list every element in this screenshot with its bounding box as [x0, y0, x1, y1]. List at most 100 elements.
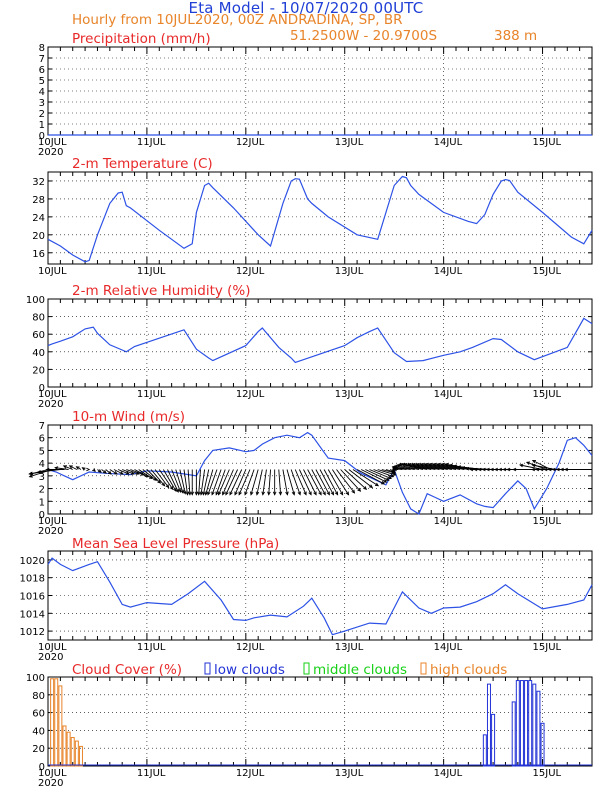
wind-arrow-shaft	[55, 467, 69, 470]
wind-arrow-head	[403, 462, 408, 467]
cloud-bar	[62, 725, 67, 767]
wind-arrow-shaft	[142, 469, 157, 481]
x-tick-label: 10JUL	[38, 266, 67, 277]
wind-arrow-head	[477, 467, 482, 472]
wind-arrow	[519, 463, 543, 470]
y-tick-label: 28	[32, 195, 45, 206]
x-tick-label: 2020	[38, 778, 63, 789]
wind-arrow	[171, 469, 182, 493]
wind-arrow-shaft	[238, 469, 251, 495]
wind-arrow-head	[456, 465, 462, 469]
y-tick-label: 32	[32, 177, 45, 188]
wind-arrow	[389, 468, 396, 472]
wind-arrow	[427, 462, 457, 470]
wind-arrow-head	[36, 470, 42, 474]
x-tick-label: 11JUL	[137, 389, 166, 400]
wind-arrow-head	[202, 491, 206, 496]
wind-arrow-head	[45, 467, 50, 472]
wind-arrow	[101, 469, 107, 474]
wind-arrow-head	[489, 467, 494, 472]
wind-arrow	[150, 469, 166, 487]
wind-arrow-head	[182, 490, 187, 495]
wind-arrow-head	[407, 462, 412, 467]
x-tick-label: 13JUL	[335, 389, 364, 400]
wind-arrow-shaft	[63, 465, 73, 470]
wind-arrow-head	[255, 491, 260, 496]
wind-arrow-head	[207, 491, 211, 496]
cloud-bar	[482, 734, 487, 767]
wind-arrow-head	[217, 491, 222, 496]
chart-title: Eta Model - 10/07/2020 00UTC	[188, 0, 424, 17]
wind-arrow-shaft	[408, 463, 436, 470]
wind-arrow-head	[535, 467, 540, 472]
wind-arrow-shaft	[109, 469, 118, 475]
wind-arrow-shaft	[117, 469, 130, 475]
wind-arrow	[244, 469, 255, 496]
wind-arrow-shaft	[340, 469, 361, 492]
wind-arrow-head	[194, 491, 199, 496]
y-tick-label: 7	[39, 54, 45, 65]
cloud-bar	[486, 683, 491, 767]
y-tick-label: 80	[32, 691, 45, 702]
wind-arrow-head	[334, 491, 339, 496]
wind-arrow-head	[190, 491, 195, 496]
wind-arrow	[432, 462, 461, 470]
wind-arrow	[373, 469, 395, 478]
y-tick-label: 24	[32, 213, 45, 224]
wind-arrow	[294, 469, 307, 496]
wind-arrow-head	[391, 468, 396, 472]
wind-arrow-head	[238, 491, 242, 496]
wind-arrow	[282, 469, 289, 496]
wind-arrow-shaft	[278, 469, 282, 495]
cloud-bar	[78, 745, 83, 767]
y-tick-label: 60	[32, 330, 45, 341]
wind-arrow	[255, 469, 263, 496]
x-tick-label: 14JUL	[434, 642, 463, 653]
y-tick-label: 1012	[20, 627, 45, 638]
panel-5: Mean Sea Level Pressure (hPa) 1012 1014 101…	[20, 536, 593, 663]
wind-arrow-head	[215, 491, 219, 496]
x-tick-label: 13JUL	[335, 516, 364, 527]
wind-arrow	[225, 469, 238, 496]
wind-arrow-head	[81, 467, 86, 471]
y-tick-label: 60	[32, 709, 45, 720]
wind-arrow-shaft	[356, 469, 385, 485]
series-line	[47, 317, 593, 364]
legend-swatch	[303, 662, 310, 675]
cloud-bar	[50, 678, 55, 767]
panel-6: Cloud Cover (%) low clouds middle clouds hi…	[26, 662, 593, 789]
wind-arrow-head	[519, 463, 524, 468]
wind-arrow-shaft	[424, 463, 452, 470]
wind-arrow-head	[512, 467, 517, 472]
y-tick-label: 8	[39, 43, 45, 54]
y-tick-label: 80	[32, 313, 45, 324]
cloud-bar	[58, 685, 63, 767]
wind-arrow	[344, 469, 368, 490]
wind-arrow-head	[423, 462, 429, 467]
wind-arrow	[249, 469, 259, 496]
wind-arrow-shaft	[69, 465, 78, 470]
plot-frame	[47, 298, 593, 388]
wind-arrow-shaft	[207, 469, 218, 495]
wind-arrow-head	[272, 491, 277, 496]
legend-swatch	[420, 662, 427, 675]
wind-arrow	[411, 462, 440, 470]
panel-title: Precipitation (mm/h)	[72, 31, 211, 47]
wind-arrow-shaft	[303, 469, 317, 495]
wind-arrow-head	[177, 488, 182, 493]
wind-arrow-shaft	[369, 469, 392, 479]
wind-arrow	[340, 469, 362, 492]
wind-arrow	[122, 469, 135, 475]
wind-arrow-head	[547, 467, 552, 472]
wind-arrow-head	[539, 467, 544, 472]
x-tick-label: 12JUL	[236, 266, 265, 277]
legend-label: low clouds	[214, 662, 285, 678]
cloud-bar	[66, 731, 71, 767]
wind-arrow	[563, 467, 592, 472]
wind-arrow	[303, 469, 317, 496]
y-tick-label: 0	[39, 383, 45, 394]
x-tick-label: 11JUL	[137, 642, 166, 653]
x-tick-label: 14JUL	[434, 389, 463, 400]
